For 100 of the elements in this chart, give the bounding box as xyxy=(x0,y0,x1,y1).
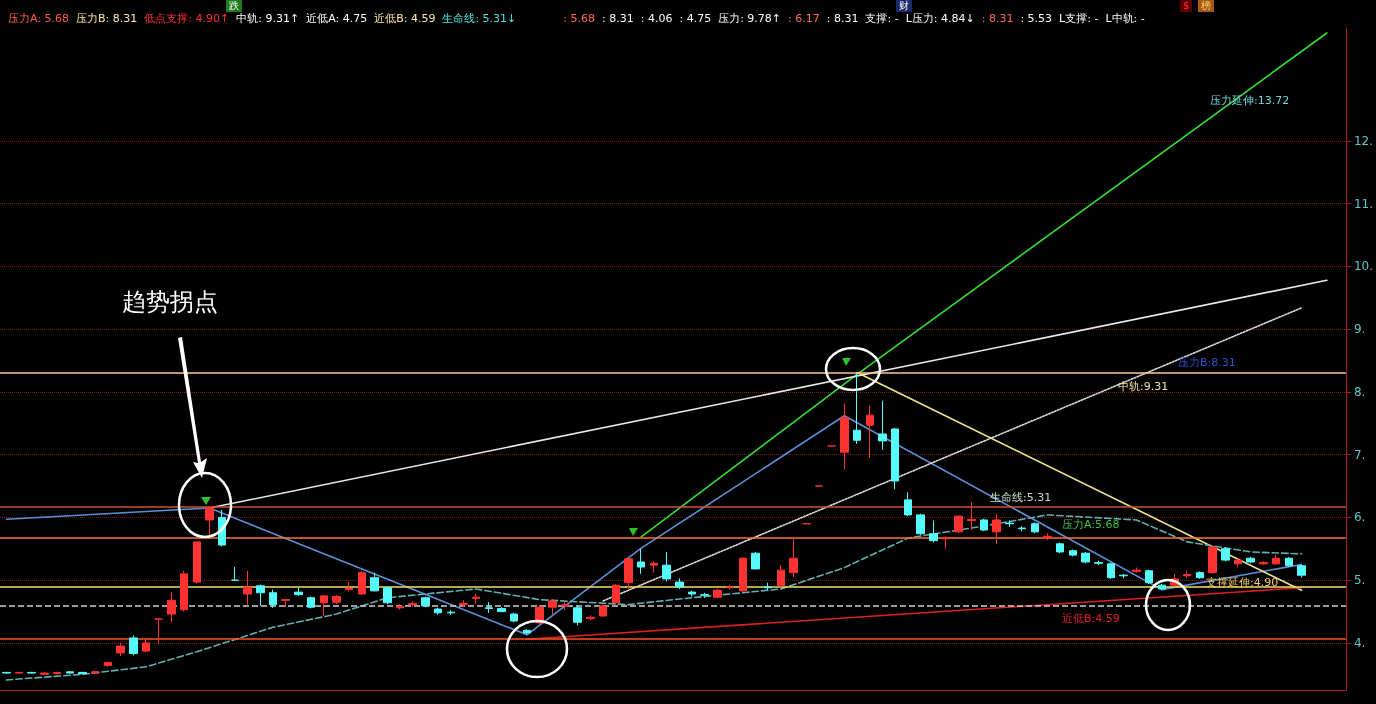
text: : 8.31 xyxy=(602,12,634,26)
candlestick xyxy=(904,491,912,517)
candlestick xyxy=(1158,583,1166,591)
candlestick xyxy=(320,594,328,617)
candlestick xyxy=(78,671,87,675)
text: 近低A: 4.75 xyxy=(306,12,368,26)
candlestick xyxy=(408,601,417,608)
text: 支撑: - xyxy=(865,12,899,26)
candlestick xyxy=(992,513,1001,545)
candlestick xyxy=(916,513,925,536)
candlestick xyxy=(1183,570,1191,579)
candlestick xyxy=(777,564,785,588)
text: L压力: 4.84↓ xyxy=(905,12,975,26)
candlestick xyxy=(180,570,188,613)
annotation: 趋势拐点 xyxy=(122,288,218,316)
candlestick xyxy=(332,594,341,605)
text: 财 xyxy=(896,0,912,12)
candlestick xyxy=(1221,547,1230,562)
candlestick xyxy=(91,670,99,675)
candlestick xyxy=(142,638,150,653)
candlestick xyxy=(713,588,722,599)
candlestick xyxy=(1285,556,1293,568)
candlestick xyxy=(370,572,379,592)
annotation: 中轨:9.31 xyxy=(1118,379,1169,393)
candlestick xyxy=(1208,545,1217,575)
y-tick-label: 12. xyxy=(1353,133,1374,148)
text: 榜 xyxy=(1198,0,1214,12)
candlestick xyxy=(612,583,620,605)
line-series xyxy=(5,514,1303,681)
candlestick xyxy=(688,590,696,597)
candlestick xyxy=(269,589,277,609)
candlestick xyxy=(485,601,493,614)
candlestick xyxy=(345,581,353,592)
y-tick-label: 6. xyxy=(1353,510,1366,525)
candlestick xyxy=(396,603,404,611)
text: 压力B: 8.31 xyxy=(76,12,138,26)
candlestick xyxy=(256,584,265,607)
candlestick xyxy=(167,591,176,623)
candlestick xyxy=(129,634,138,656)
candlestick xyxy=(942,535,950,550)
candlestick xyxy=(561,599,569,611)
candlestick xyxy=(637,548,645,575)
y-tick-label: 5. xyxy=(1353,573,1366,588)
text: : 6.17 xyxy=(788,12,820,26)
candlestick xyxy=(1005,520,1014,528)
candlestick xyxy=(967,501,976,531)
candlestick xyxy=(840,402,849,470)
candlestick xyxy=(878,400,887,451)
text: : 8.31 xyxy=(826,12,859,26)
candlestick xyxy=(548,598,557,616)
text: 跌 xyxy=(226,0,242,12)
candlestick xyxy=(1246,556,1255,564)
candlestick xyxy=(1094,560,1103,566)
candlestick xyxy=(891,427,899,490)
candlestick xyxy=(104,661,112,668)
candlestick xyxy=(383,585,392,605)
text: 近低B: 4.59 xyxy=(374,12,436,26)
candlestick xyxy=(739,557,747,593)
candlestick xyxy=(1145,569,1153,585)
candlestick xyxy=(1132,567,1141,574)
candlestick xyxy=(624,557,633,591)
candlestick xyxy=(675,577,684,590)
text: 低点支撑: 4.90↑ xyxy=(144,12,230,26)
candlestick xyxy=(1081,551,1090,564)
candlestick xyxy=(1069,548,1077,557)
line-series xyxy=(5,414,1303,636)
text: 中轨: 9.31↑ xyxy=(236,12,300,26)
candlestick xyxy=(1234,558,1242,569)
text: : 4.75 xyxy=(679,12,712,26)
candlestick xyxy=(1043,532,1052,541)
candlestick xyxy=(154,618,163,645)
text: L中轨: - xyxy=(1105,12,1145,26)
candlestick xyxy=(1272,554,1280,565)
candlestick xyxy=(1297,564,1306,579)
candlestick xyxy=(586,614,595,621)
y-tick-label: 7. xyxy=(1353,447,1366,462)
candlestick xyxy=(650,560,658,574)
candlestick xyxy=(853,372,861,445)
candlestick xyxy=(866,404,874,459)
candlestick xyxy=(1196,570,1204,580)
text: $ xyxy=(1180,0,1193,12)
candlestick xyxy=(954,514,963,534)
y-tick-label: 4. xyxy=(1353,635,1366,650)
text: : 5.53 xyxy=(1020,12,1053,26)
candlestick xyxy=(599,604,607,618)
candlestick xyxy=(573,605,582,626)
candlestick xyxy=(15,671,23,675)
text: 压力: 9.78↑ xyxy=(718,12,782,26)
candlestick xyxy=(980,518,988,532)
candlestick xyxy=(193,541,201,584)
candlestick xyxy=(929,520,938,544)
text: : 5.68 xyxy=(563,12,596,26)
candlestick xyxy=(1107,562,1115,580)
candlestick xyxy=(764,582,772,591)
text: 压力A: 5.68 xyxy=(8,12,70,26)
candlestick xyxy=(434,607,442,616)
candlestick xyxy=(1018,525,1026,532)
candlestick xyxy=(27,671,36,675)
candlestick xyxy=(116,642,125,657)
text: L支撑: - xyxy=(1059,12,1099,26)
